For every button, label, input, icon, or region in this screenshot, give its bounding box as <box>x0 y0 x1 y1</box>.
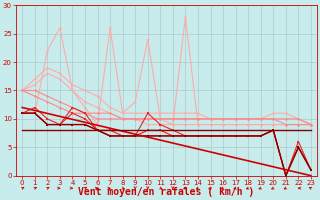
X-axis label: Vent moyen/en rafales ( km/h ): Vent moyen/en rafales ( km/h ) <box>78 187 255 197</box>
